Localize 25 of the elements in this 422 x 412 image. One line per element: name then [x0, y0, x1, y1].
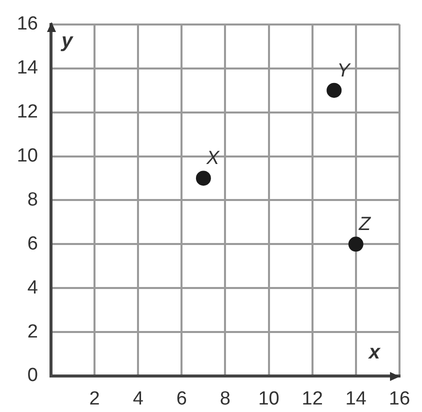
- x-tick-label: 4: [132, 388, 144, 410]
- point: [326, 82, 342, 98]
- annotation: Z: [358, 214, 372, 236]
- y-tick-label: 12: [16, 102, 38, 123]
- y-tick-label: 8: [27, 189, 38, 210]
- y-tick-label: 16: [16, 14, 38, 35]
- annotation: X: [205, 148, 220, 170]
- x-tick-label: 14: [345, 388, 367, 410]
- y-tick-label: 10: [16, 145, 38, 166]
- x-tick-label: 2: [89, 388, 100, 410]
- point: [348, 236, 364, 252]
- x-tick-label: 10: [258, 388, 280, 410]
- y-tick-label: 6: [27, 233, 38, 254]
- y-tick-label: 14: [16, 58, 38, 79]
- x-tick-label: 8: [220, 388, 231, 410]
- x-tick-label: 12: [302, 388, 323, 410]
- point: [196, 170, 211, 186]
- y-tick-label: 0: [27, 365, 38, 386]
- y-axis-title: y: [60, 30, 74, 52]
- x-tick-label: 16: [388, 388, 410, 410]
- annotation: Y: [337, 60, 352, 82]
- x-axis-title: x: [368, 342, 381, 364]
- y-tick-label: 2: [27, 321, 38, 342]
- x-tick-label: 6: [176, 388, 187, 410]
- y-tick-label: 4: [27, 277, 38, 298]
